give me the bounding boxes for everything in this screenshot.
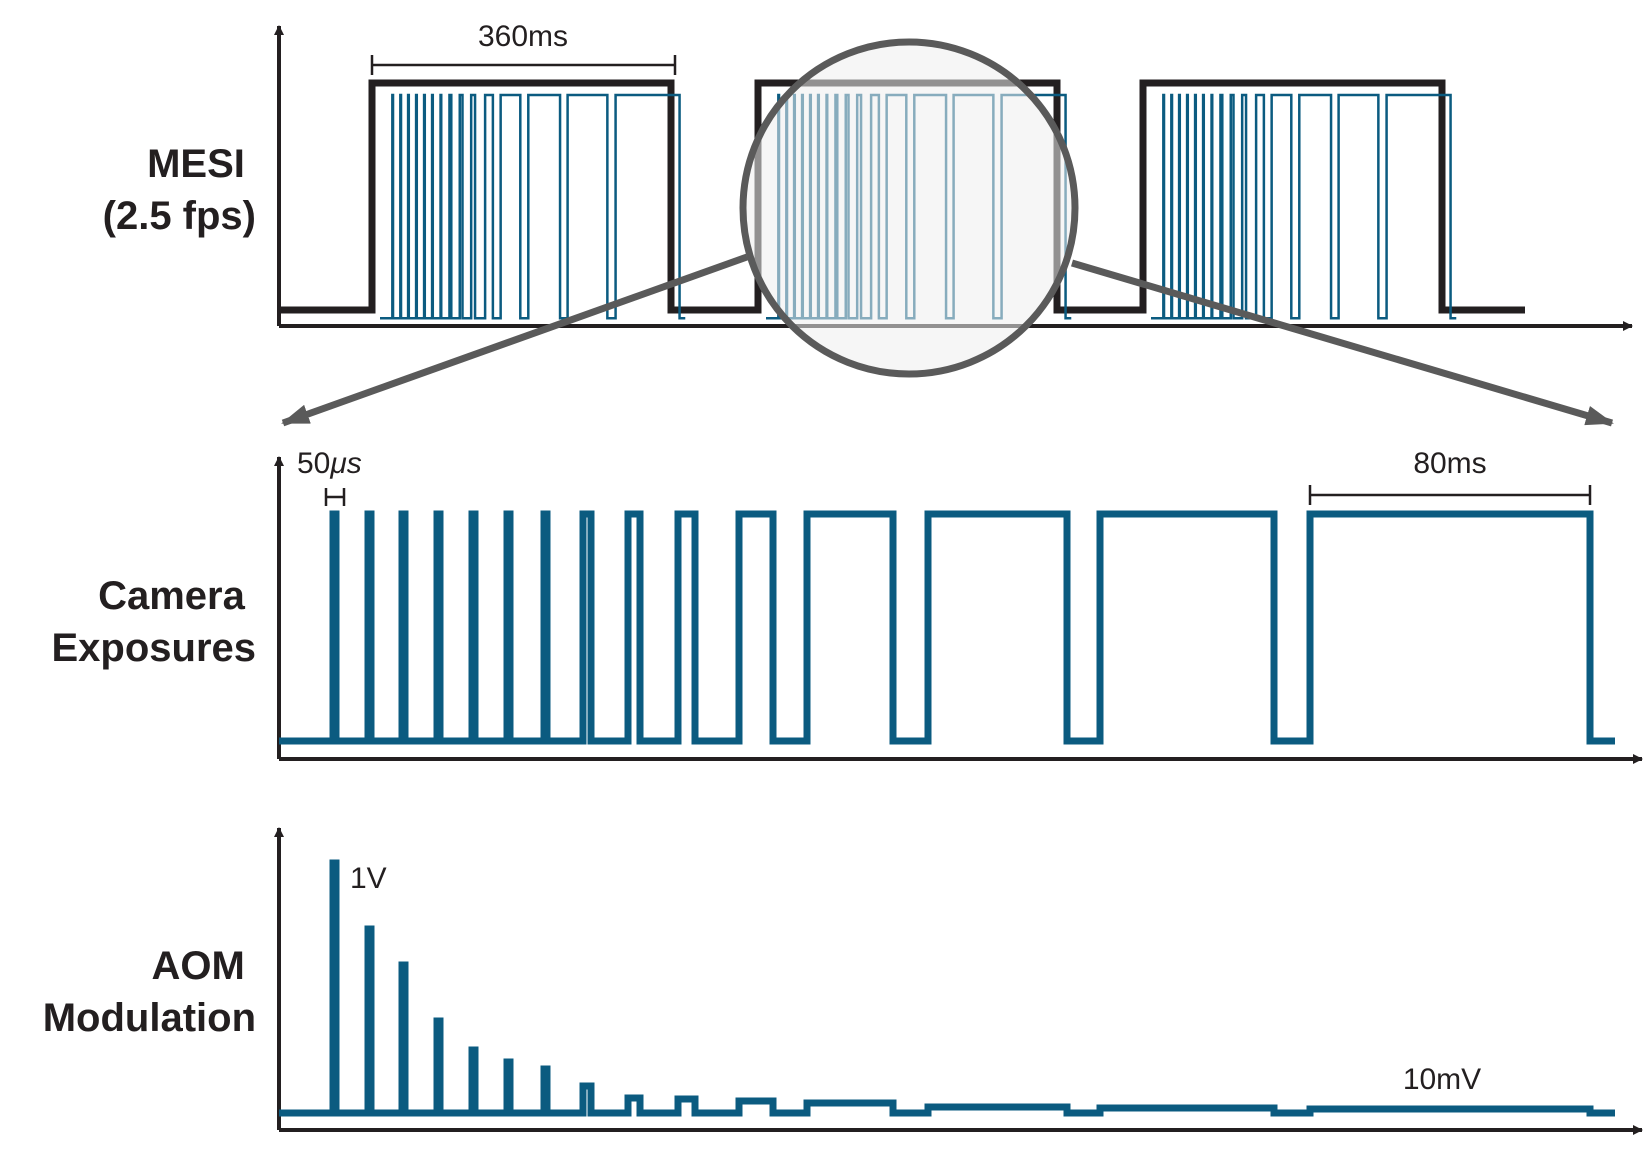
aom-row-label: AOM Modulation <box>43 944 256 1040</box>
min-exposure-label: 50μs <box>297 447 362 480</box>
aom-min-level-label: 10mV <box>1403 1063 1481 1096</box>
mesi-row-label: MESI (2.5 fps) <box>103 142 256 238</box>
camera-exposure-trace <box>279 510 1615 745</box>
aom-modulation-trace <box>279 859 1615 1117</box>
mesi-label-line1: MESI <box>147 142 245 186</box>
mesi-duration-label: 360ms <box>478 20 568 53</box>
camera-row-label: Camera Exposures <box>51 574 256 670</box>
mesi-exposure-burst-3 <box>1151 95 1456 318</box>
mesi-label-line2: (2.5 fps) <box>103 194 256 238</box>
mesi-exposure-burst-1 <box>380 95 685 318</box>
aom-row: 1V 10mV AOM Modulation <box>43 827 1643 1135</box>
zoom-arrow-right <box>1071 259 1614 427</box>
magnifier-lens <box>739 38 1079 378</box>
min-exposure-bracket <box>324 488 346 506</box>
mesi-duration-bracket <box>370 55 677 75</box>
magnifier-callout <box>281 38 1614 427</box>
aom-max-level-label: 1V <box>350 862 387 895</box>
camera-row: 50μs 80ms Camera Exposures <box>51 447 1643 764</box>
camera-label-line1: Camera <box>98 574 246 618</box>
aom-label-line1: AOM <box>152 944 245 988</box>
max-exposure-label: 80ms <box>1413 447 1486 480</box>
camera-label-line2: Exposures <box>51 626 256 670</box>
zoom-arrow-left <box>281 253 749 427</box>
aom-label-line2: Modulation <box>43 996 256 1040</box>
max-exposure-bracket <box>1308 485 1592 505</box>
